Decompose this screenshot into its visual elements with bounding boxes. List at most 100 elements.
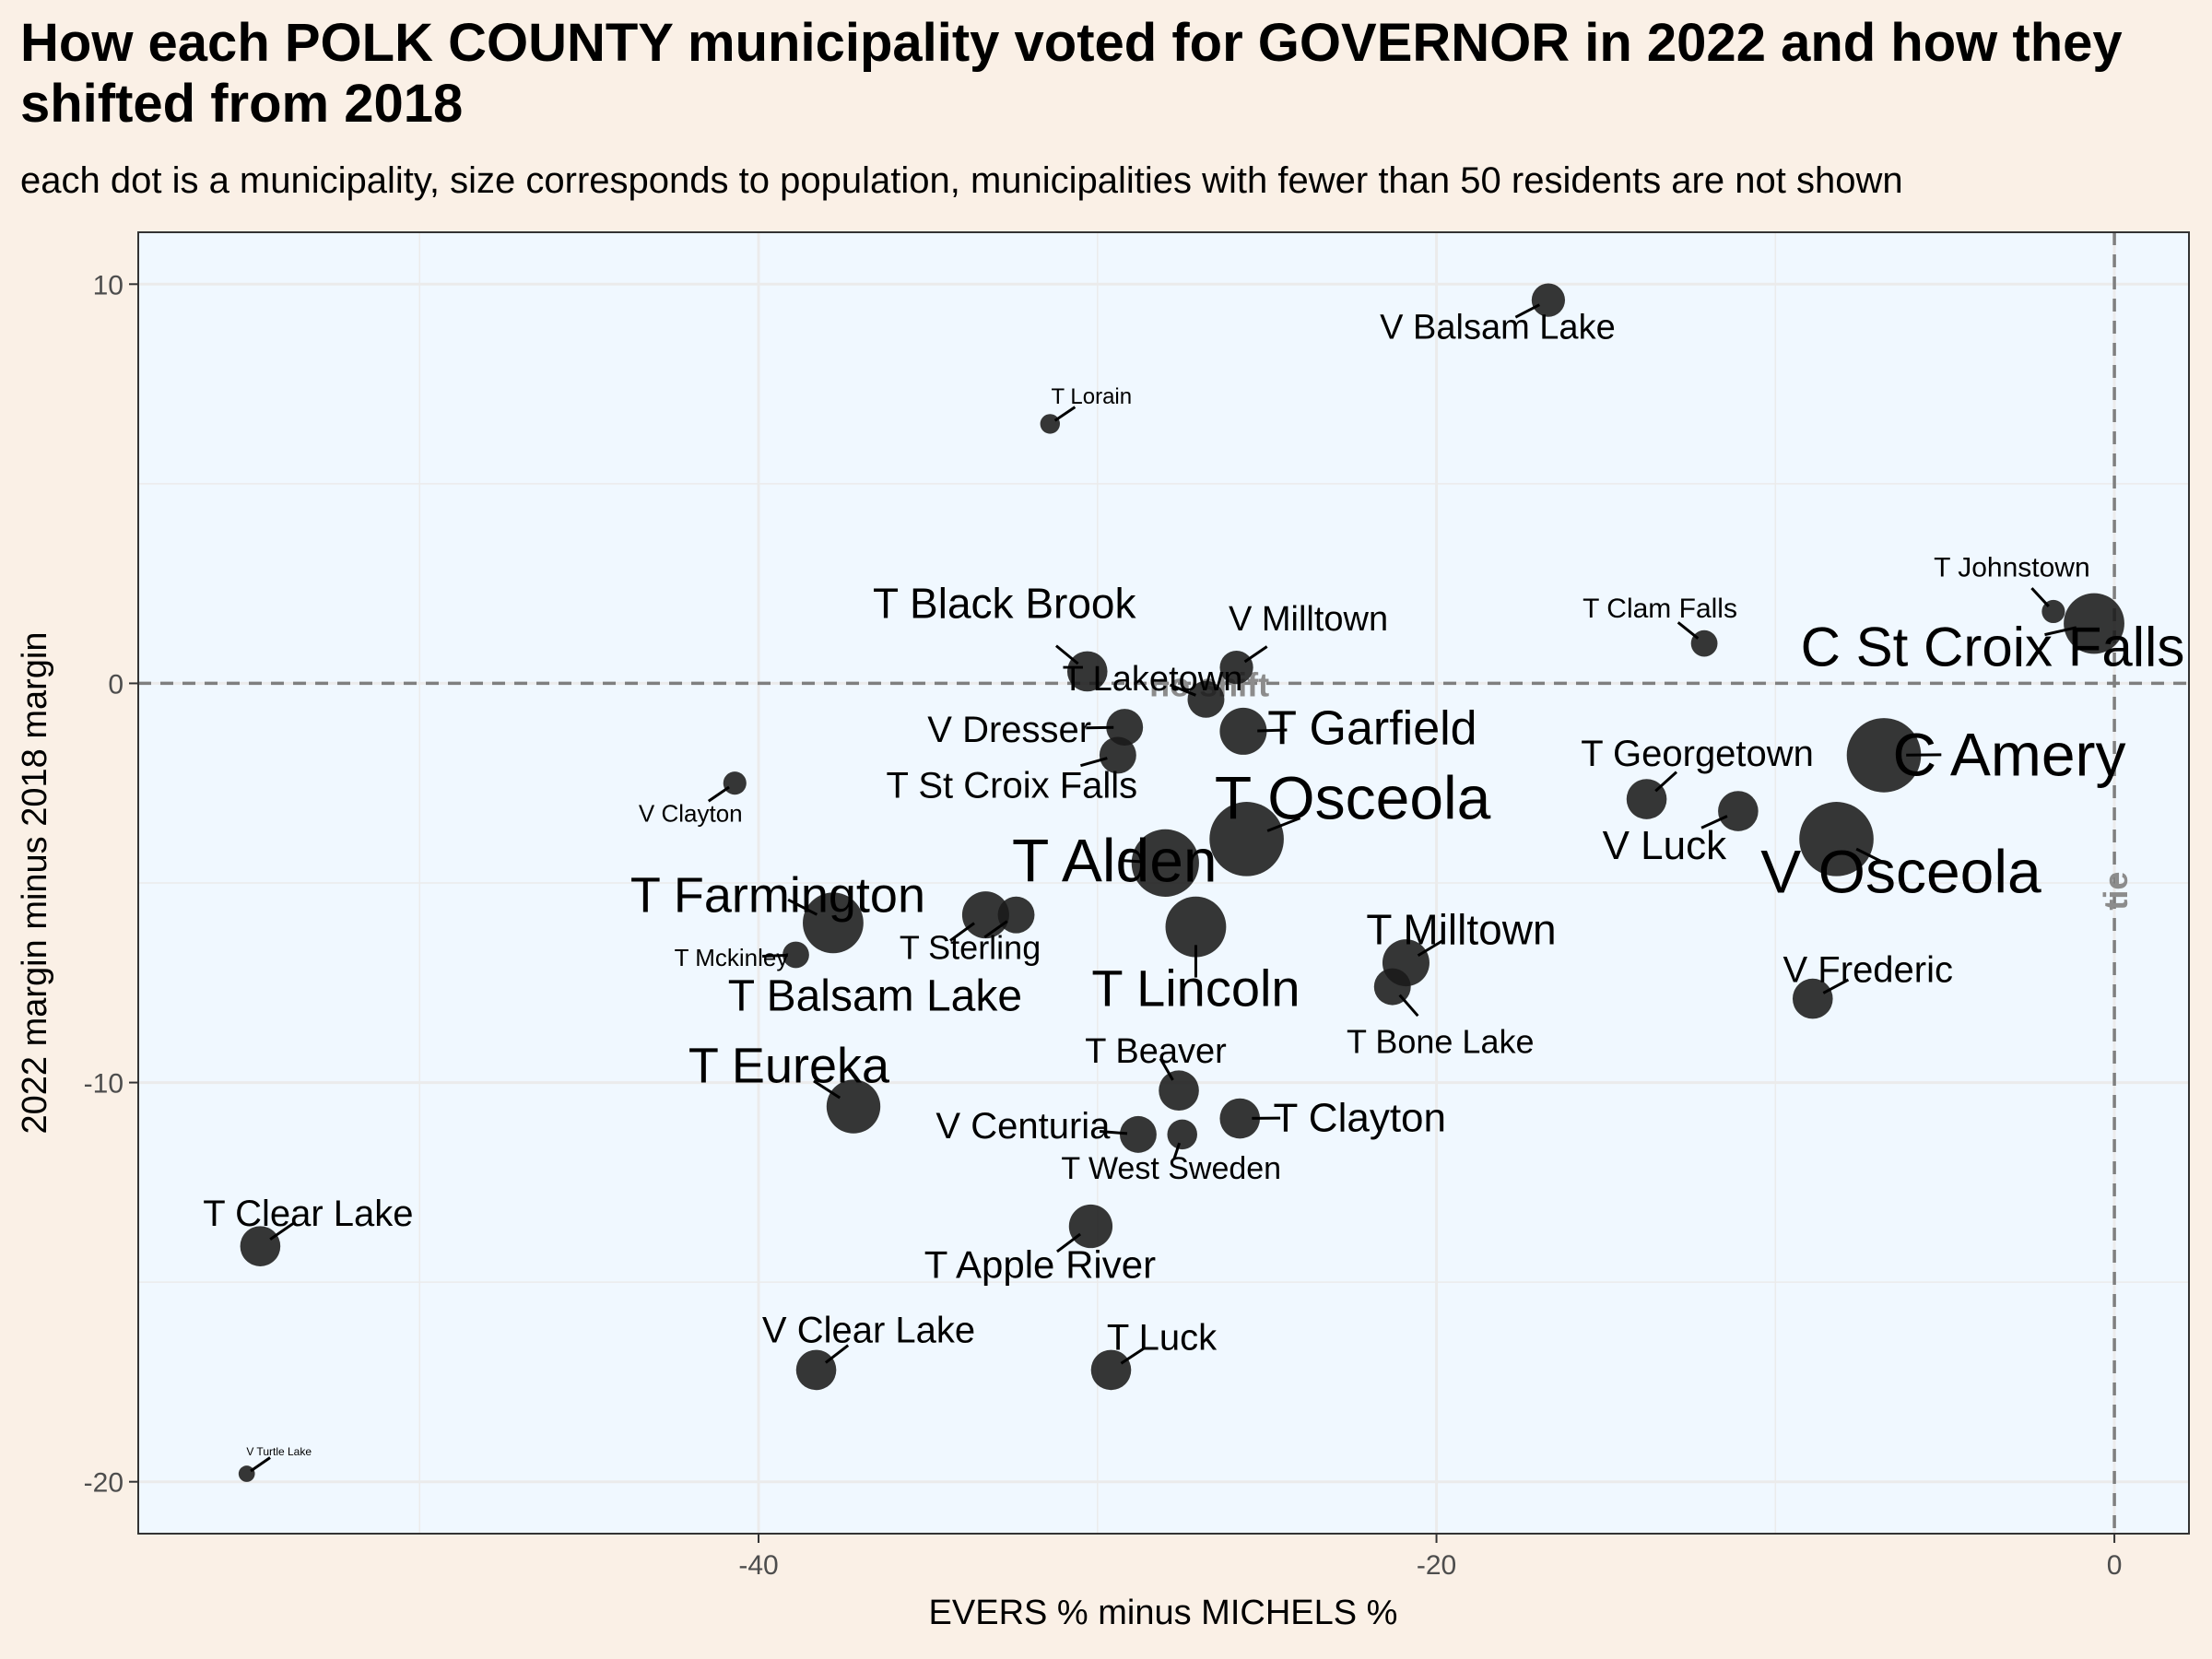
label-leader: [2044, 626, 2077, 637]
data-point: [1119, 1115, 1157, 1153]
chart-subtitle: each dot is a municipality, size corresp…: [20, 160, 1903, 201]
point-label: T Clayton: [1273, 1096, 1446, 1141]
label-leader: [1120, 1347, 1146, 1365]
point-label: T Osceola: [1215, 763, 1491, 831]
y-tick-label: -10: [84, 1069, 124, 1100]
data-point: [723, 771, 747, 795]
point-label: T Beaver: [1085, 1032, 1227, 1071]
data-point: [1219, 651, 1253, 685]
data-point: [1799, 802, 1874, 877]
label-leader: [1056, 1232, 1081, 1253]
label-leader: [1257, 728, 1288, 733]
point-label: C St Croix Falls: [1801, 616, 2185, 677]
point-label: V Turtle Lake: [246, 1445, 312, 1458]
data-points: [238, 283, 2124, 1482]
label-leader: [1053, 406, 1077, 422]
data-point: [1846, 718, 1922, 793]
point-label: T Garfield: [1267, 701, 1477, 755]
label-leader: [983, 920, 1008, 939]
point-label: V Dresser: [927, 710, 1091, 750]
point-label: T Milltown: [1366, 906, 1556, 954]
label-leader: [1266, 817, 1301, 832]
data-point: [826, 1079, 881, 1134]
point-label: T St Croix Falls: [887, 765, 1138, 806]
label-leader: [1169, 683, 1196, 697]
chart-title: How each POLK COUNTY municipality voted …: [20, 13, 2123, 134]
data-point: [238, 1465, 255, 1482]
data-point: [1531, 283, 1566, 317]
point-label: T Mckinley: [675, 944, 789, 971]
y-axis-title: 2022 margin minus 2018 margin: [16, 632, 54, 1135]
data-point: [1209, 802, 1284, 877]
point-label: V Milltown: [1229, 600, 1388, 639]
data-point: [1219, 707, 1267, 755]
label-leader: [1677, 621, 1700, 640]
point-label: T Johnstown: [1934, 552, 2090, 582]
label-leader: [1398, 994, 1419, 1018]
y-tick-label: 0: [108, 669, 124, 700]
point-label: T Laketown: [1063, 660, 1243, 699]
point-label: T Alden: [1012, 826, 1218, 894]
label-leader: [1654, 771, 1677, 793]
point-label: T West Sweden: [1061, 1151, 1281, 1186]
point-label: T Clam Falls: [1583, 594, 1737, 624]
point-label: T Georgetown: [1581, 734, 1814, 774]
label-leader: [813, 1079, 841, 1100]
data-point: [1131, 829, 1199, 897]
point-label: V Balsam Lake: [1380, 309, 1616, 347]
point-label: V Clayton: [639, 800, 743, 828]
plot-border: [137, 231, 2190, 1535]
data-point: [782, 941, 809, 969]
point-label: T Eureka: [688, 1039, 890, 1094]
label-leader: [762, 953, 788, 958]
data-point: [1792, 978, 1833, 1019]
label-leader: [1417, 938, 1444, 958]
data-point: [803, 892, 864, 954]
label-leader: [1855, 847, 1888, 866]
point-label: T Lincoln: [1091, 959, 1300, 1018]
tie-label: tie: [2097, 872, 2135, 911]
label-leader: [1700, 815, 1728, 830]
data-point: [795, 1349, 837, 1391]
point-label: T Clear Lake: [203, 1194, 413, 1234]
label-leader: [1099, 1130, 1128, 1135]
data-point: [1219, 1098, 1261, 1139]
point-label: V Frederic: [1783, 950, 1954, 991]
data-point: [2064, 593, 2124, 654]
point-labels: V Balsam Lake T Lorain T Johnstown C St Cro…: [203, 303, 2185, 1473]
point-label: T Luck: [1107, 1317, 1218, 1358]
label-leader: [1080, 757, 1108, 768]
point-label: T Lorain: [1051, 384, 1132, 409]
point-label: T Bone Lake: [1347, 1023, 1534, 1061]
data-point: [1690, 629, 1718, 657]
data-point: [1159, 1070, 1199, 1112]
label-leader: [1822, 978, 1850, 994]
point-label: V Osceola: [1760, 837, 2041, 905]
x-tick-label: -40: [738, 1550, 778, 1581]
data-point: [1187, 680, 1225, 718]
data-point: [1090, 1349, 1132, 1391]
label-leader: [2030, 587, 2050, 607]
point-label: T Balsam Lake: [728, 972, 1022, 1021]
point-label: T Black Brook: [873, 579, 1136, 627]
point-label: V Centuria: [935, 1106, 1111, 1147]
label-leader: [824, 1344, 850, 1364]
label-leader: [1054, 644, 1079, 665]
label-leader: [787, 898, 818, 916]
label-leader: [1159, 1057, 1174, 1081]
label-leader: [1243, 645, 1268, 664]
label-leader: [1124, 859, 1146, 864]
label-leader: [250, 1456, 271, 1473]
data-point: [1106, 709, 1144, 747]
data-point: [1040, 414, 1060, 434]
data-point: [1165, 896, 1227, 958]
point-label: V Clear Lake: [762, 1310, 975, 1350]
label-leader: [269, 1221, 295, 1241]
point-label: T Sterling: [900, 929, 1041, 967]
y-tick-label: -20: [84, 1468, 124, 1499]
label-leader: [949, 922, 975, 942]
axes: -40 -20 0 -20 -10 0 10: [84, 270, 2123, 1581]
data-point: [1068, 1204, 1113, 1249]
